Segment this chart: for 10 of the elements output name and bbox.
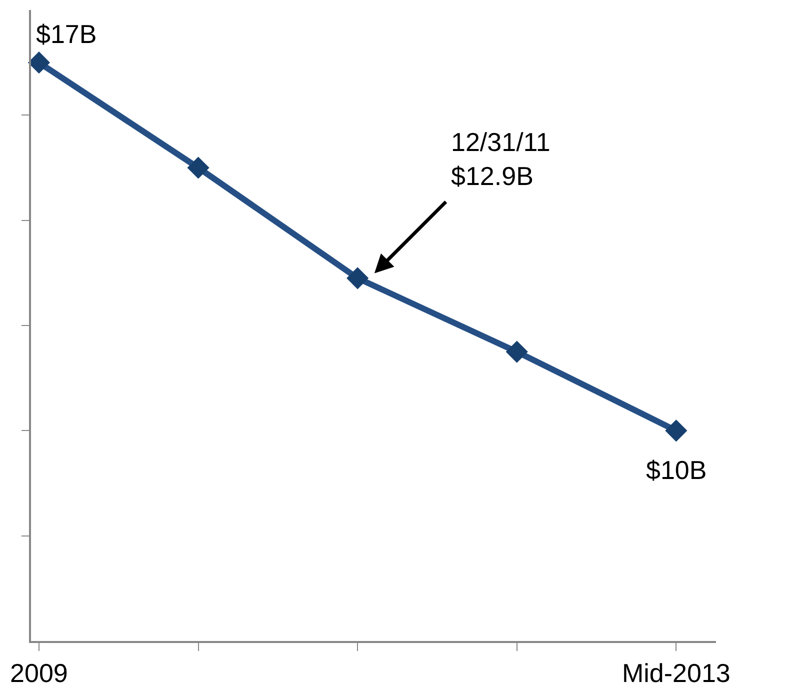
point: [506, 340, 528, 363]
x-tick-label: 2009: [10, 658, 68, 688]
point: [28, 52, 50, 74]
annotation: 12/31/11 $12.9B: [451, 127, 550, 191]
point: [187, 156, 210, 179]
point: [346, 267, 369, 290]
data-label: $17B: [36, 19, 97, 49]
point: [665, 420, 688, 442]
data-label: $10B: [646, 455, 707, 485]
x-tick-label: Mid-2013: [622, 658, 730, 688]
